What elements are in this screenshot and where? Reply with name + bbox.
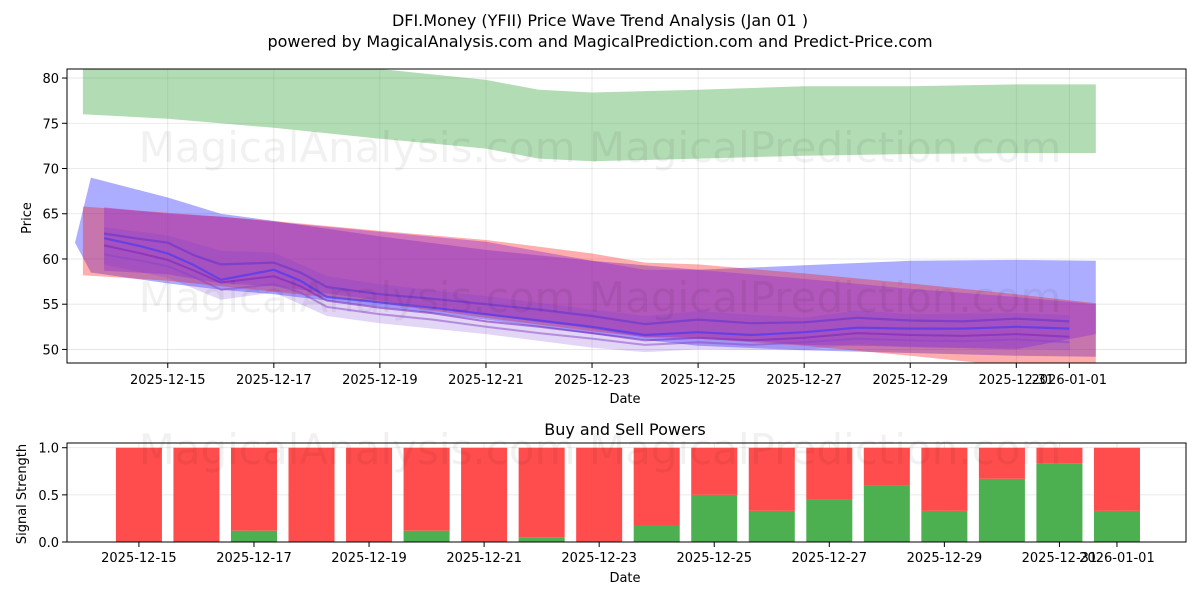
buy-bar-2025-12-25 [748,510,795,542]
price-xtick-label-1: 2025-12-17 [236,373,312,388]
wave-line-0 [103,237,1070,337]
buy-bar-2025-12-26 [806,499,853,542]
signal-xtick-label-9: 2026-01-01 [1079,551,1155,566]
price-ytick-label-2: 60 [42,253,59,268]
buy-bar-2025-12-30 [1036,463,1083,542]
sell-bar-2025-12-31 [1093,447,1140,511]
sell-bar-2025-12-20 [461,447,508,542]
price-xlabel: Date [609,392,640,407]
signal-xtick-label-8: 2025-12-31 [1022,551,1098,566]
signal-xtick-label-1: 2025-12-17 [216,551,292,566]
buy-bar-2025-12-23 [633,525,680,542]
signal-ytick-label-1: 0.5 [38,489,59,504]
sell-bar-2025-12-21 [518,447,565,538]
buy-bar-2025-12-27 [863,485,910,542]
signal-ytick-label-2: 1.0 [38,442,59,457]
signal-plot: MagicalAnalysis.com MagicalPrediction.co… [38,425,1187,566]
signal-xtick-label-7: 2025-12-29 [907,551,983,566]
buy-bar-2025-12-16 [230,530,277,542]
wave-line-2 [103,244,1070,342]
buy-bar-2025-12-31 [1093,510,1140,542]
price-ytick-label-5: 75 [42,117,59,132]
sell-bar-2025-12-22 [576,447,623,542]
buy-bar-2025-12-19 [403,530,450,542]
buy-bar-2025-12-29 [978,478,1025,542]
sell-bar-2025-12-14 [115,447,162,542]
sell-bar-2025-12-16 [230,447,277,531]
price-ytick-label-3: 65 [42,208,59,223]
buy-bar-2025-12-21 [518,537,565,542]
sell-bar-2025-12-26 [806,447,853,500]
signal-plot-frame [66,442,1187,543]
price-xtick-label-3: 2025-12-21 [448,373,524,388]
price-xtick-label-4: 2025-12-23 [554,373,630,388]
blue-band [75,177,1096,357]
signal-xlabel: Date [609,571,640,586]
main-chart-subtitle: powered by MagicalAnalysis.com and Magic… [267,32,932,51]
price-xtick-label-6: 2025-12-27 [766,373,842,388]
wave-line-3 [103,253,1070,346]
sell-bar-2025-12-30 [1036,447,1083,464]
signal-ytick-label-0: 0.0 [38,536,59,551]
sell-bar-2025-12-25 [748,447,795,511]
watermark-top: MagicalAnalysis.com MagicalPrediction.co… [139,123,1062,172]
main-chart-title: DFI.Money (YFII) Price Wave Trend Analys… [392,11,808,30]
price-ytick-label-0: 50 [42,343,59,358]
price-ytick-label-1: 55 [42,298,59,313]
price-ytick-label-6: 80 [42,72,59,87]
sell-bar-2025-12-24 [691,447,738,495]
sell-bar-2025-12-17 [288,447,335,542]
sell-bar-2025-12-27 [863,447,910,486]
price-plot: MagicalAnalysis.com MagicalPrediction.co… [42,68,1187,388]
sell-bar-2025-12-18 [346,447,393,542]
signal-xtick-label-3: 2025-12-21 [446,551,522,566]
sell-bar-2025-12-15 [173,447,220,542]
sell-bar-2025-12-23 [633,447,680,526]
sell-bar-2025-12-29 [978,447,1025,479]
green-band [82,69,1096,162]
price-ylabel: Price [20,202,35,234]
signal-xtick-label-5: 2025-12-25 [676,551,752,566]
price-xtick-label-5: 2025-12-25 [660,373,736,388]
signal-xtick-label-0: 2025-12-15 [101,551,177,566]
buy-bar-2025-12-24 [691,494,738,542]
sell-bar-2025-12-19 [403,447,450,531]
signal-ylabel: Signal Strength [15,444,30,544]
buy-bar-2025-12-28 [921,510,968,542]
sell-bar-2025-12-28 [921,447,968,511]
signal-xtick-label-4: 2025-12-23 [561,551,637,566]
price-plot-frame [66,68,1187,364]
price-ytick-label-4: 70 [42,163,59,178]
price-xtick-label-7: 2025-12-29 [872,373,948,388]
wave-line-1 [103,232,1070,326]
watermark-bottom: MagicalAnalysis.com MagicalPrediction.co… [139,425,1062,474]
signal-chart-title: Buy and Sell Powers [544,420,706,439]
price-xtick-label-0: 2025-12-15 [130,373,206,388]
purple-band [104,207,1096,350]
price-xtick-label-8: 2025-12-31 [979,373,1055,388]
watermark-middle: MagicalAnalysis.com MagicalPrediction.co… [139,273,1062,322]
price-xtick-label-2: 2025-12-19 [342,373,418,388]
signal-xtick-label-6: 2025-12-27 [792,551,868,566]
signal-xtick-label-2: 2025-12-19 [331,551,407,566]
red-band [82,206,1096,363]
price-xtick-label-9: 2026-01-01 [1032,373,1108,388]
